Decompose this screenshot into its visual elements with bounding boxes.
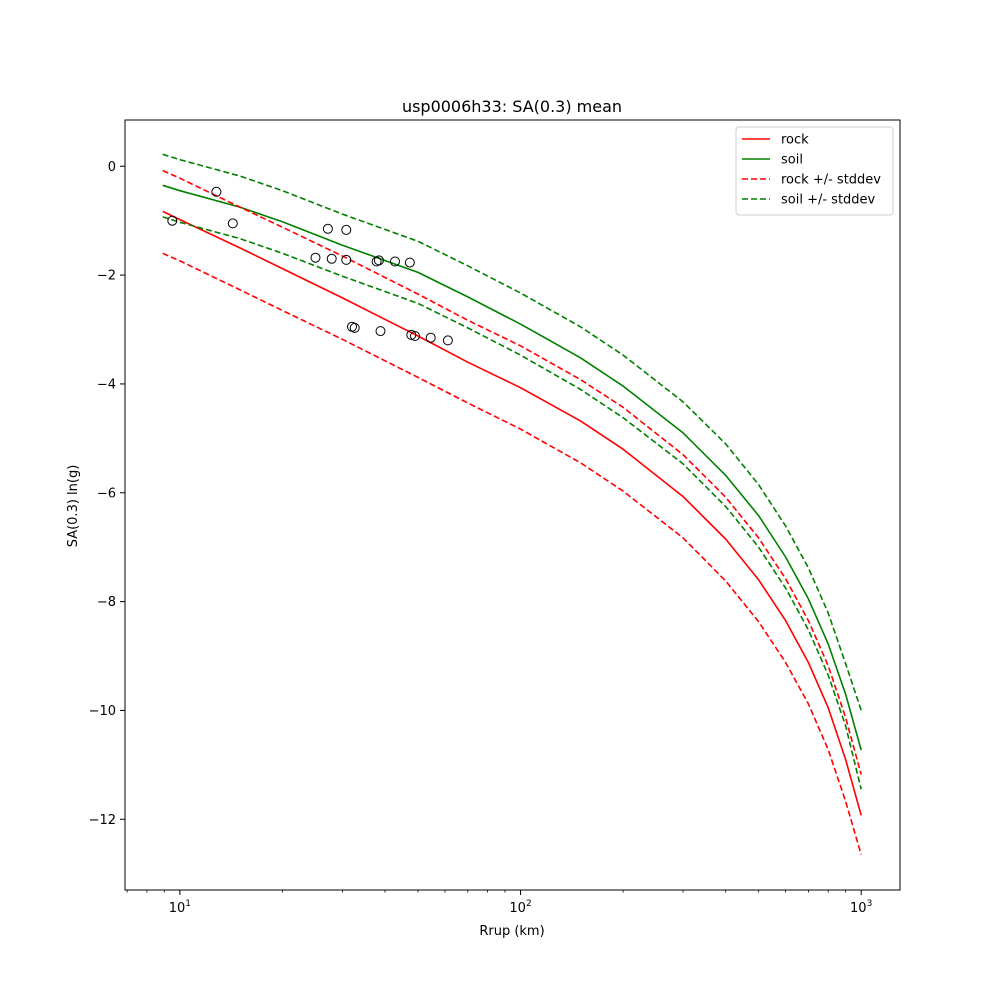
series-line-1 (162, 184, 862, 751)
plot-frame (124, 119, 901, 891)
data-point-12 (375, 326, 386, 337)
legend-label-1: soil (781, 153, 803, 168)
data-point-11 (373, 255, 384, 266)
y-tick-label-6: −12 (89, 813, 116, 828)
series-line-3 (162, 252, 862, 855)
series-line-4 (162, 153, 862, 711)
data-point-3 (310, 252, 321, 263)
legend: rock soil rock +/- stddev soil +/- stddev (735, 126, 894, 216)
y-tick-label-5: −10 (89, 704, 116, 719)
legend-box (735, 126, 894, 216)
x-axis-title: Rrup (km) (479, 924, 544, 939)
data-point-14 (404, 257, 415, 268)
y-tick-label-3: −6 (97, 486, 116, 501)
data-point-17 (425, 332, 436, 343)
y-tick-label-0: 0 (108, 160, 116, 175)
y-tick-label-2: −4 (97, 377, 116, 392)
plot-area (162, 153, 862, 855)
legend-label-2: rock +/- stddev (781, 173, 881, 188)
data-point-4 (322, 223, 333, 234)
y-axis-title: SA(0.3) ln(g) (66, 465, 81, 548)
chart-title: usp0006h33: SA(0.3) mean (402, 97, 622, 116)
data-point-2 (227, 218, 238, 229)
data-point-13 (390, 256, 400, 267)
data-point-6 (341, 224, 352, 235)
data-point-7 (341, 254, 352, 265)
series-line-5 (162, 216, 862, 790)
x-tick-exponent-1: 2 (526, 899, 532, 909)
data-point-10 (371, 256, 382, 267)
data-point-0 (167, 215, 178, 226)
data-point-16 (410, 331, 420, 341)
x-tick-exponent-2: 3 (867, 899, 873, 909)
data-point-15 (406, 329, 417, 340)
y-tick-label-4: −8 (97, 595, 116, 610)
data-point-1 (211, 186, 222, 197)
series-line-2 (162, 169, 862, 775)
x-tick-exponent-0: 1 (185, 899, 191, 909)
data-point-9 (349, 322, 360, 333)
y-tick-label-1: −2 (97, 269, 116, 284)
data-point-5 (326, 253, 337, 264)
data-point-18 (442, 335, 453, 346)
legend-label-3: soil +/- stddev (781, 193, 876, 208)
legend-label-0: rock (781, 133, 809, 148)
series-line-0 (162, 210, 862, 816)
